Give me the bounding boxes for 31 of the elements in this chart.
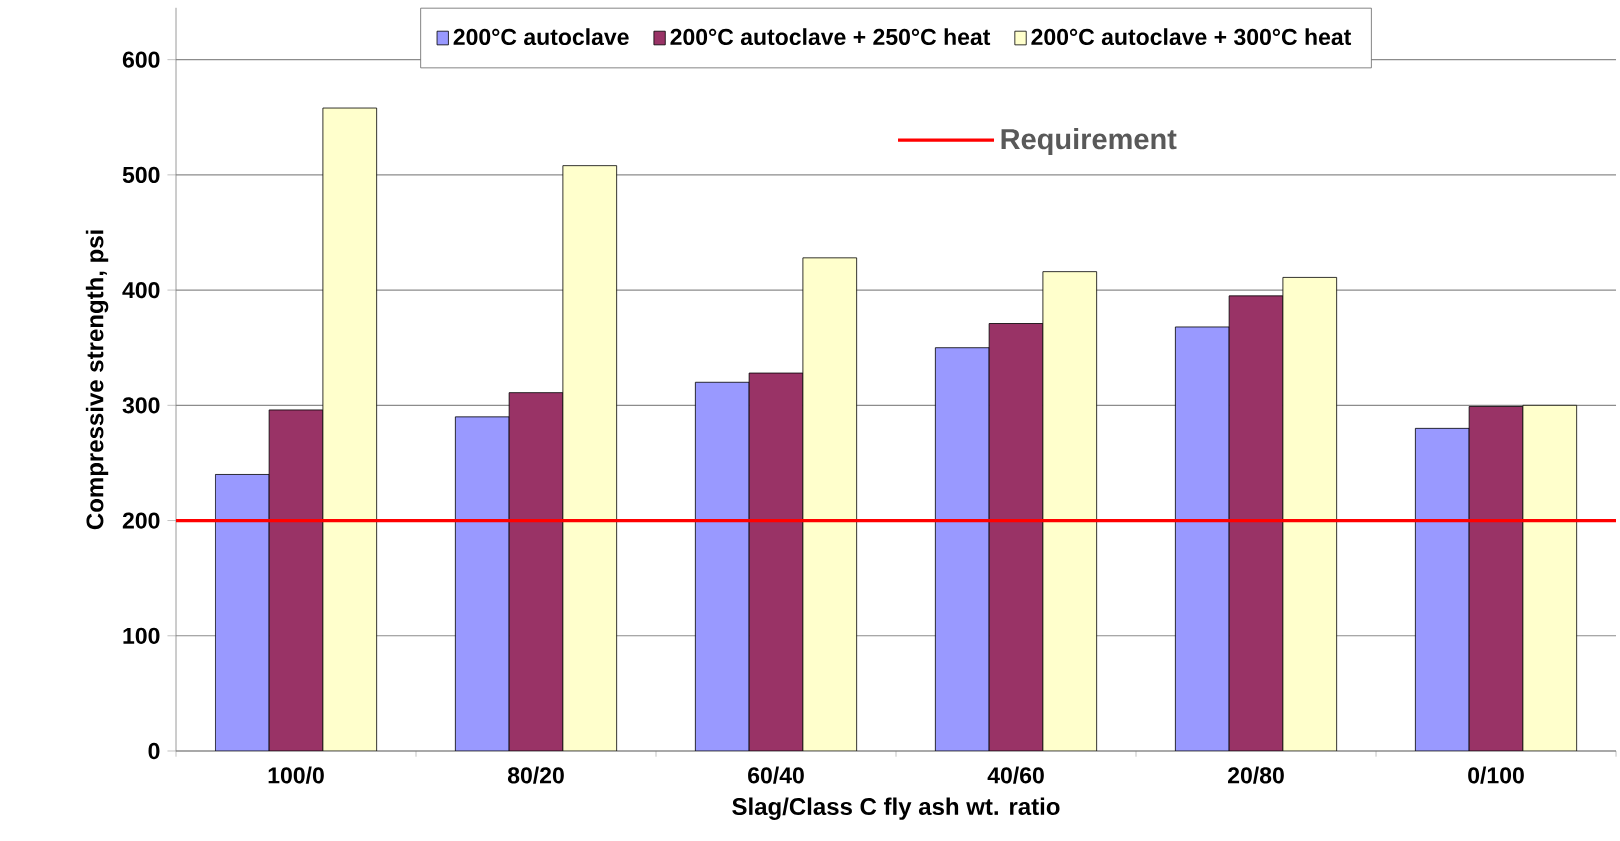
legend-label: 200°C autoclave + 300°C heat — [1031, 28, 1352, 46]
y-tick-label: 300 — [122, 397, 160, 414]
y-tick-label: 400 — [122, 281, 160, 299]
x-tick-label: 0/100 — [1468, 766, 1524, 784]
bar — [214, 474, 270, 751]
bar — [1468, 406, 1524, 751]
y-tick-label: 200 — [122, 512, 160, 529]
x-tick-label: 80/20 — [507, 766, 564, 784]
bar — [454, 416, 510, 751]
y-tick-label: 100 — [123, 627, 160, 644]
y-axis-title: Compressive strength, psi — [85, 230, 109, 530]
x-tick-label: 100/0 — [268, 766, 324, 784]
bar — [1414, 427, 1470, 751]
y-tick-label: 0 — [148, 742, 160, 760]
bar — [268, 409, 324, 751]
bar — [1228, 295, 1284, 751]
legend-label: Requirement — [1001, 128, 1177, 156]
bar — [934, 347, 990, 751]
y-tick-label: 500 — [122, 166, 160, 183]
x-tick-label: 20/80 — [1228, 766, 1284, 784]
bar — [748, 372, 804, 751]
x-tick-label: 60/40 — [748, 766, 804, 784]
bar — [694, 381, 750, 751]
bar — [988, 323, 1044, 751]
bar — [1174, 326, 1230, 751]
x-axis-title: Slag/Class C fly ash wt. ratio — [732, 797, 1060, 820]
legend-label: 200°C autoclave — [453, 28, 629, 46]
y-tick-label: 600 — [122, 51, 160, 68]
bar — [508, 392, 564, 751]
x-tick-label: 40/60 — [987, 766, 1044, 784]
legend-label: 200°C autoclave + 250°C heat — [670, 28, 991, 46]
